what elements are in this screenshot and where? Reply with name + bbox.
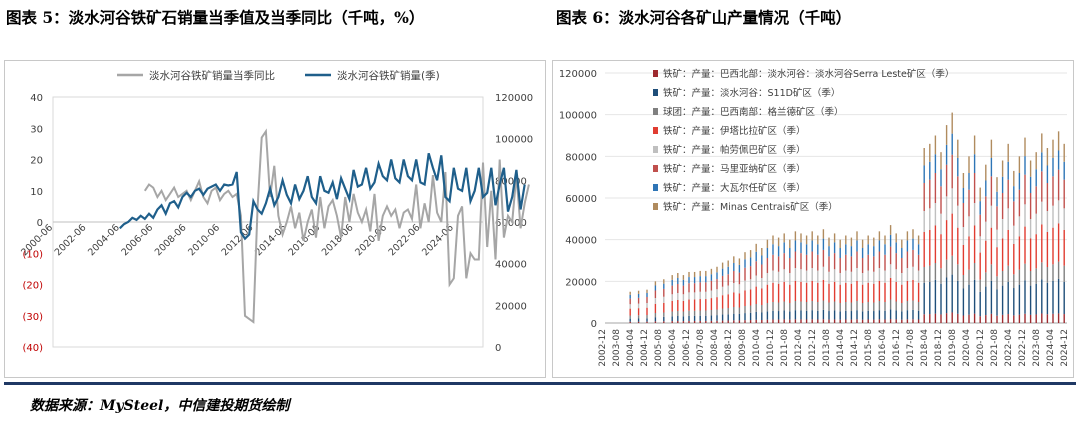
x-tick-label: 2006-04 [668, 329, 678, 367]
x-tick-label: 2006-06 [119, 222, 155, 258]
y-tick-label-left: (10) [22, 249, 43, 260]
data-source-note: 数据来源：MySteel，中信建投期货绘制 [30, 398, 290, 414]
x-tick-label: 2024-12 [1060, 329, 1070, 367]
x-tick-label: 2004-04 [626, 329, 636, 367]
x-tick-label: 2024-04 [1046, 329, 1056, 367]
x-tick-label: 2010-06 [186, 222, 222, 258]
legend-label: 铁矿：产量：巴西北部：淡水河谷：淡水河谷Serra Leste矿区（季） [663, 68, 954, 80]
legend-label: 球团：产量：巴西南部：格兰德矿区（季） [663, 106, 844, 118]
y-tick-label-left: (40) [22, 343, 43, 354]
y-tick-label-left: (20) [22, 281, 43, 292]
x-tick-label: 2021-08 [990, 329, 1000, 367]
x-tick-label: 2018-04 [920, 329, 930, 367]
x-tick-label: 2022-12 [1018, 329, 1028, 367]
y-tick-label: 40000 [565, 236, 597, 247]
legend-label: 铁矿：产量：马里亚纳矿区（季） [663, 163, 806, 175]
y-tick-label-left: 20 [30, 156, 43, 167]
legend-swatch [653, 89, 658, 96]
x-tick-label: 2012-04 [794, 329, 804, 367]
x-tick-label: 2006-12 [682, 329, 692, 367]
legend-label-yoy: 淡水河谷铁矿销量当季同比 [149, 69, 275, 82]
x-tick-label: 2008-06 [153, 222, 189, 258]
mine-production-chart-svg: 120000 100000 80000 60000 40000 20000 02002-12… [559, 68, 1070, 367]
x-tick-label: 2023-08 [1032, 329, 1042, 367]
chart-title-right: 图表 6：淡水河谷各矿山产量情况（千吨） [556, 8, 852, 27]
mine-production-chart-panel: 120000 100000 80000 60000 40000 20000 0 2002-12… [552, 60, 1074, 378]
y-tick-label-right: 60000 [495, 218, 527, 229]
y-tick-label-right: 80000 [495, 176, 527, 187]
x-tick-label: 2019-08 [948, 329, 958, 367]
x-tick-label: 2024-06 [420, 222, 456, 258]
legend-label: 铁矿：产量：Minas Centrais矿区（季） [663, 201, 838, 213]
y-tick-label-left: 40 [30, 93, 43, 104]
legend-swatch [653, 70, 658, 77]
x-tick-label: 2002-12 [598, 329, 608, 367]
y-tick-label: 100000 [559, 111, 597, 122]
x-tick-label: 2003-08 [612, 329, 622, 367]
x-tick-label: 2004-06 [86, 222, 122, 258]
y-tick-label-right: 0 [495, 343, 501, 354]
y-tick-label-left: 30 [30, 124, 43, 135]
x-tick-label: 2016-12 [892, 329, 902, 367]
x-tick-label: 2010-04 [752, 329, 762, 367]
x-tick-label: 2015-08 [864, 329, 874, 367]
x-tick-label: 2011-08 [780, 329, 790, 367]
sales-chart-panel: 40 30 20 10 0 (10) (20) (30) (40) 120000 100000 800… [4, 60, 546, 378]
y-tick-label-left: 10 [30, 187, 43, 198]
chart-title-left: 图表 5：淡水河谷铁矿石销量当季值及当季同比（千吨，%） [6, 8, 425, 27]
y-tick-label: 80000 [565, 152, 597, 163]
y-tick-label: 20000 [565, 277, 597, 288]
legend-swatch [653, 146, 658, 153]
x-tick-label: 2010-12 [766, 329, 776, 367]
legend-label: 铁矿：产量：帕劳佩巴矿区（季） [663, 144, 806, 156]
x-tick-label: 2014-12 [850, 329, 860, 367]
legend-swatch [653, 127, 658, 134]
legend-swatch [653, 165, 658, 172]
footer-rule [4, 382, 1076, 385]
legend-swatch [653, 203, 658, 210]
y-tick-label-left: (30) [22, 312, 43, 323]
legend: 铁矿：产量：巴西北部：淡水河谷：淡水河谷Serra Leste矿区（季） 铁矿：产… [653, 68, 954, 213]
x-tick-label: 2014-06 [253, 222, 289, 258]
x-tick-label: 2002-06 [53, 222, 89, 258]
legend-swatch [653, 108, 658, 115]
x-tick-label: 2008-04 [710, 329, 720, 367]
x-tick-label: 2012-12 [808, 329, 818, 367]
x-tick-label: 2018-12 [934, 329, 944, 367]
y-tick-label: 0 [591, 319, 597, 330]
x-tick-label: 2005-08 [654, 329, 664, 367]
y-tick-label-right: 40000 [495, 260, 527, 271]
x-tick-label: 2007-08 [696, 329, 706, 367]
sales-chart-svg: 40 30 20 10 0 (10) (20) (30) (40) 120000 100000 800… [19, 69, 533, 354]
y-tick-label-right: 120000 [495, 93, 533, 104]
y-tick-label-right: 100000 [495, 135, 533, 146]
x-tick-label: 2020-12 [976, 329, 986, 367]
legend-label: 铁矿：产量：淡水河谷：S11D矿区（季） [663, 87, 840, 99]
series-line-sales [119, 152, 526, 241]
series-line-yoy [143, 128, 530, 324]
x-tick-label: 2008-12 [724, 329, 734, 367]
legend-label-sales: 淡水河谷铁矿销量(季) [337, 69, 440, 82]
x-tick-label: 2016-04 [878, 329, 888, 367]
x-tick-label: 2017-08 [906, 329, 916, 367]
legend-swatch [653, 184, 658, 191]
x-tick-label: 2013-08 [822, 329, 832, 367]
legend-label: 铁矿：产量：伊塔比拉矿区（季） [663, 125, 806, 137]
legend: 淡水河谷铁矿销量当季同比 淡水河谷铁矿销量(季) [117, 69, 440, 82]
y-tick-label: 60000 [565, 194, 597, 205]
y-tick-label: 120000 [559, 69, 597, 80]
y-tick-label-right: 20000 [495, 301, 527, 312]
x-tick-label: 2020-04 [962, 329, 972, 367]
legend-label: 铁矿：产量：大瓦尔任矿区（季） [663, 182, 806, 194]
x-tick-label: 2014-04 [836, 329, 846, 367]
y-tick-label-left: 0 [37, 218, 43, 229]
x-tick-label: 2022-04 [1004, 329, 1014, 367]
x-tick-label: 2004-12 [640, 329, 650, 367]
x-tick-label: 2022-06 [387, 222, 423, 258]
x-tick-label: 2009-08 [738, 329, 748, 367]
